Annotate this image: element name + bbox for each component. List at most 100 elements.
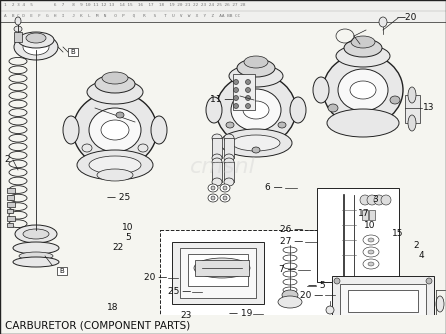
Ellipse shape [216, 74, 296, 146]
Ellipse shape [212, 178, 222, 186]
Ellipse shape [243, 101, 269, 119]
Ellipse shape [224, 154, 234, 162]
Ellipse shape [252, 147, 260, 153]
Bar [7, 223, 13, 227]
Text: 13: 13 [423, 104, 434, 113]
Ellipse shape [408, 115, 416, 131]
Text: 1  2 3 4  5        6  7   8  9 10 11 12 13  14 15  16  17  18  19 20 21 22 23 24: 1 2 3 4 5 6 7 8 9 10 11 12 13 14 15 16 1… [4, 3, 245, 7]
Bar [224, 162, 234, 182]
Ellipse shape [226, 122, 234, 128]
Ellipse shape [290, 97, 306, 123]
Ellipse shape [14, 26, 22, 32]
Text: CARBURETOR (COMPONENT PARTS): CARBURETOR (COMPONENT PARTS) [5, 320, 190, 330]
Ellipse shape [73, 92, 157, 168]
Ellipse shape [313, 77, 329, 103]
Ellipse shape [245, 79, 251, 85]
Bar [362, 210, 368, 220]
Ellipse shape [323, 54, 403, 126]
Ellipse shape [87, 80, 143, 104]
Ellipse shape [220, 194, 230, 202]
Bar [348, 290, 418, 312]
Text: 18: 18 [107, 303, 119, 312]
Ellipse shape [426, 278, 432, 284]
Ellipse shape [232, 135, 280, 151]
Ellipse shape [23, 229, 49, 239]
Bar [180, 248, 256, 298]
Ellipse shape [223, 196, 227, 200]
Text: 26 —: 26 — [280, 225, 303, 234]
Bar [188, 254, 248, 286]
Ellipse shape [338, 69, 388, 111]
Bar [7, 188, 15, 193]
Bar [0, 315, 446, 334]
Text: 20 —: 20 — [300, 291, 323, 300]
Bar [369, 210, 375, 220]
Text: — 19: — 19 [229, 310, 252, 319]
Text: 4: 4 [419, 252, 425, 261]
Ellipse shape [23, 39, 49, 55]
Ellipse shape [363, 235, 379, 245]
Ellipse shape [206, 97, 222, 123]
Bar [7, 216, 15, 221]
Bar [332, 276, 434, 326]
Bar [7, 202, 15, 207]
Ellipse shape [426, 318, 432, 324]
Ellipse shape [326, 306, 334, 314]
Bar [212, 138, 222, 158]
Ellipse shape [89, 108, 141, 152]
Ellipse shape [212, 134, 222, 142]
Ellipse shape [334, 318, 340, 324]
Bar [7, 195, 14, 200]
Ellipse shape [212, 154, 222, 162]
Bar [172, 242, 264, 304]
Ellipse shape [368, 238, 374, 242]
Ellipse shape [363, 247, 379, 257]
Ellipse shape [234, 96, 239, 101]
Text: 25 —: 25 — [168, 288, 191, 297]
Ellipse shape [278, 122, 286, 128]
Text: A  B C D  E  F  G  H  I   J  K  L  M  N   O  P   Q   R   S   T  U  V  W  X  Y  Z: A B C D E F G H I J K L M N O P Q R S T … [4, 14, 240, 18]
Text: B: B [60, 268, 64, 274]
Text: 22: 22 [112, 243, 123, 253]
Ellipse shape [223, 186, 227, 190]
Ellipse shape [82, 144, 92, 152]
Ellipse shape [379, 17, 387, 27]
Ellipse shape [208, 184, 218, 192]
Ellipse shape [231, 89, 281, 131]
Text: 27 —: 27 — [280, 237, 303, 246]
Ellipse shape [334, 278, 340, 284]
Bar [340, 284, 426, 318]
Ellipse shape [244, 56, 268, 68]
Ellipse shape [367, 195, 377, 205]
Ellipse shape [101, 120, 129, 140]
Ellipse shape [224, 178, 234, 186]
Bar [68, 48, 78, 56]
Ellipse shape [97, 169, 133, 181]
Ellipse shape [350, 81, 376, 99]
Ellipse shape [245, 104, 251, 109]
Ellipse shape [63, 116, 79, 144]
Bar [224, 138, 234, 158]
Text: 15: 15 [392, 228, 404, 237]
Ellipse shape [26, 33, 46, 43]
Ellipse shape [102, 72, 128, 84]
Ellipse shape [408, 87, 416, 103]
Ellipse shape [245, 96, 251, 101]
Text: 17: 17 [358, 208, 369, 217]
Bar [0, 0, 446, 22]
Text: 7 —: 7 — [279, 266, 297, 275]
Ellipse shape [220, 184, 230, 192]
Text: —20: —20 [397, 13, 417, 22]
Ellipse shape [368, 250, 374, 254]
Text: 5: 5 [125, 233, 131, 242]
Ellipse shape [19, 252, 53, 260]
Bar [195, 260, 249, 276]
Bar [7, 209, 13, 213]
Ellipse shape [237, 59, 275, 77]
Ellipse shape [344, 39, 382, 57]
Ellipse shape [351, 36, 375, 48]
Ellipse shape [208, 194, 218, 202]
Ellipse shape [234, 88, 239, 93]
Ellipse shape [151, 116, 167, 144]
Ellipse shape [13, 242, 59, 254]
